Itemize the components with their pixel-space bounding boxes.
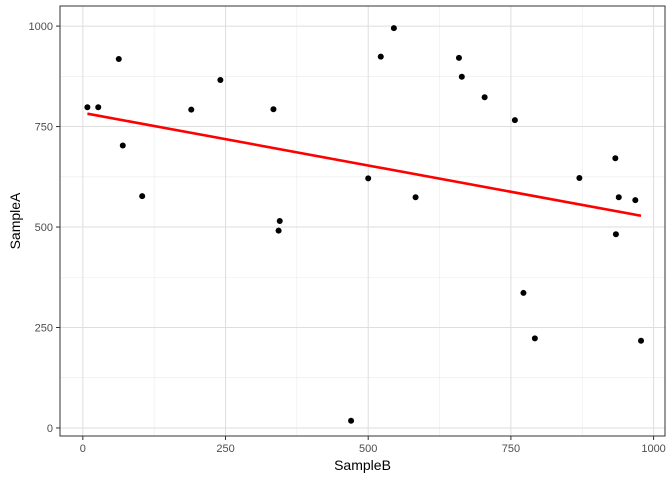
data-point	[615, 194, 622, 201]
data-point	[511, 117, 518, 124]
trend-line-group	[87, 112, 642, 218]
trend-line	[87, 112, 642, 218]
x-tick-label: 1000	[641, 443, 665, 455]
data-point	[481, 94, 488, 101]
data-point	[638, 337, 645, 344]
x-tick-label: 250	[216, 443, 234, 455]
x-axis: 0 250 500 750 1000	[80, 436, 666, 455]
data-point	[276, 218, 283, 224]
y-tick-label: 500	[35, 222, 53, 234]
x-axis-title: SampleB	[334, 457, 391, 473]
x-tick-label: 500	[359, 443, 377, 455]
data-point	[612, 155, 619, 162]
data-point	[365, 175, 372, 182]
data-point	[412, 194, 419, 201]
y-tick-label: 1000	[29, 21, 53, 33]
y-tick-label: 250	[35, 322, 53, 334]
panel-border	[59, 5, 666, 437]
data-point	[612, 231, 619, 238]
data-point	[377, 53, 384, 60]
data-point	[390, 25, 397, 32]
data-point	[576, 175, 583, 181]
x-tick-label: 0	[80, 443, 86, 455]
x-tick-label: 750	[502, 443, 520, 455]
data-point	[84, 104, 91, 111]
data-point	[188, 106, 195, 113]
data-point	[455, 54, 462, 61]
data-point	[531, 335, 538, 342]
data-point	[270, 106, 277, 113]
y-axis: 0 250 500 750 1000	[29, 21, 60, 435]
data-point	[119, 142, 126, 149]
y-axis-title: SampleA	[7, 192, 23, 249]
y-tick-label: 0	[47, 423, 53, 435]
grid	[60, 6, 665, 436]
data-point	[348, 417, 355, 424]
data-point	[217, 76, 224, 83]
data-point	[115, 56, 122, 63]
points-group	[84, 25, 645, 424]
data-point	[139, 193, 146, 200]
data-point	[632, 197, 639, 204]
data-point	[275, 227, 282, 234]
y-tick-label: 750	[35, 122, 53, 134]
data-point	[95, 104, 102, 111]
data-point	[520, 289, 527, 296]
data-point	[458, 73, 465, 80]
